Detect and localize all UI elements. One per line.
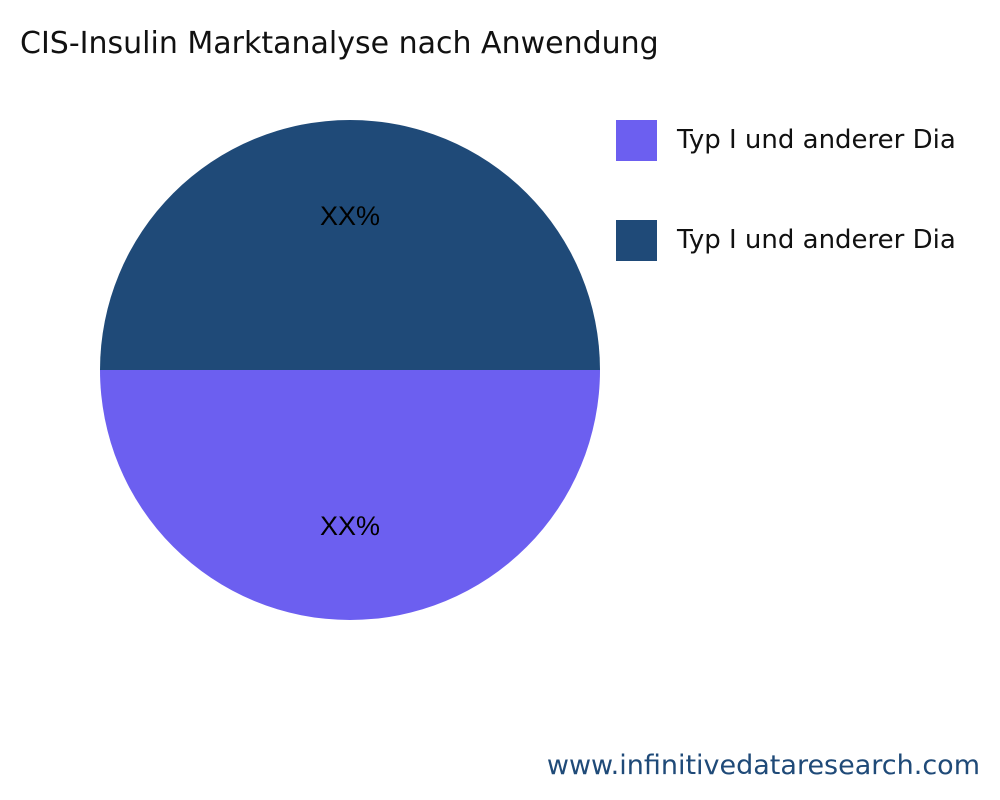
legend-label: Typ I und anderer Dia <box>677 225 956 255</box>
legend-label: Typ I und anderer Dia <box>677 125 956 155</box>
legend-item: Typ I und anderer Dia <box>616 119 956 161</box>
pie-slice <box>100 120 600 370</box>
slice-label: XX% <box>320 511 380 541</box>
footer-url: www.infinitivedataresearch.com <box>546 750 980 781</box>
chart-title: CIS-Insulin Marktanalyse nach Anwendung <box>20 26 659 61</box>
pie-slice <box>100 370 600 620</box>
legend-swatch <box>616 119 657 161</box>
slice-label: XX% <box>320 201 380 231</box>
legend-swatch <box>616 219 657 261</box>
legend-item: Typ I und anderer Dia <box>616 219 956 261</box>
